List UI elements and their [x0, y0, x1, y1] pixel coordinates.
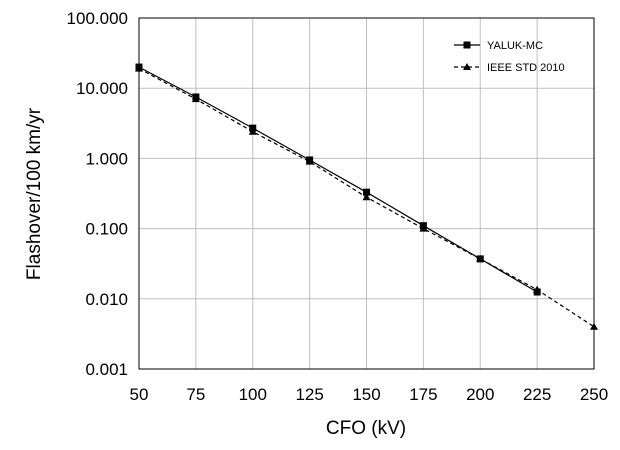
x-tick-label: 75: [186, 385, 205, 404]
data-point: [590, 322, 598, 330]
y-axis-title: Flashover/100 km/yr: [24, 107, 45, 280]
legend-marker: [463, 41, 471, 49]
y-tick-label: 1.000: [85, 149, 128, 168]
y-tick-label: 0.100: [85, 220, 128, 239]
series-1: [135, 64, 598, 330]
y-tick-label: 0.001: [85, 360, 128, 379]
x-tick-label: 225: [523, 385, 551, 404]
legend: YALUK-MC IEEE STD 2010: [454, 40, 565, 74]
x-tick-label: 50: [130, 385, 149, 404]
legend-marker: [463, 63, 471, 70]
data-point: [191, 95, 200, 103]
data-point: [135, 64, 143, 72]
data-point: [363, 188, 370, 196]
x-tick-label: 125: [295, 385, 323, 404]
x-tick-label: 175: [409, 385, 437, 404]
data-point: [476, 254, 485, 262]
data-point: [533, 285, 542, 293]
y-tick-label: 0.010: [85, 290, 128, 309]
data-point: [305, 157, 314, 165]
data-point: [248, 127, 257, 135]
legend-item: YALUK-MC: [454, 40, 543, 52]
x-tick-label: 100: [239, 385, 267, 404]
x-tick-label: 150: [352, 385, 380, 404]
x-tick-label: 200: [466, 385, 494, 404]
data-point: [362, 193, 371, 201]
legend-label: IEEE STD 2010: [487, 62, 565, 74]
y-tick-label: 100.000: [67, 9, 128, 28]
plot-frame: [138, 17, 595, 370]
x-axis: 50 75 100 125 150 175 200 225 250: [130, 385, 609, 404]
series: [135, 63, 598, 330]
x-tick-label: 250: [580, 385, 608, 404]
data-point: [419, 224, 428, 232]
legend-item: IEEE STD 2010: [454, 62, 565, 74]
y-axis: 0.001 0.010 0.100 1.000 10.000 100.000: [67, 9, 128, 379]
y-tick-label: 10.000: [76, 79, 128, 98]
legend-label: YALUK-MC: [487, 40, 543, 52]
x-axis-title: CFO (kV): [326, 418, 406, 439]
